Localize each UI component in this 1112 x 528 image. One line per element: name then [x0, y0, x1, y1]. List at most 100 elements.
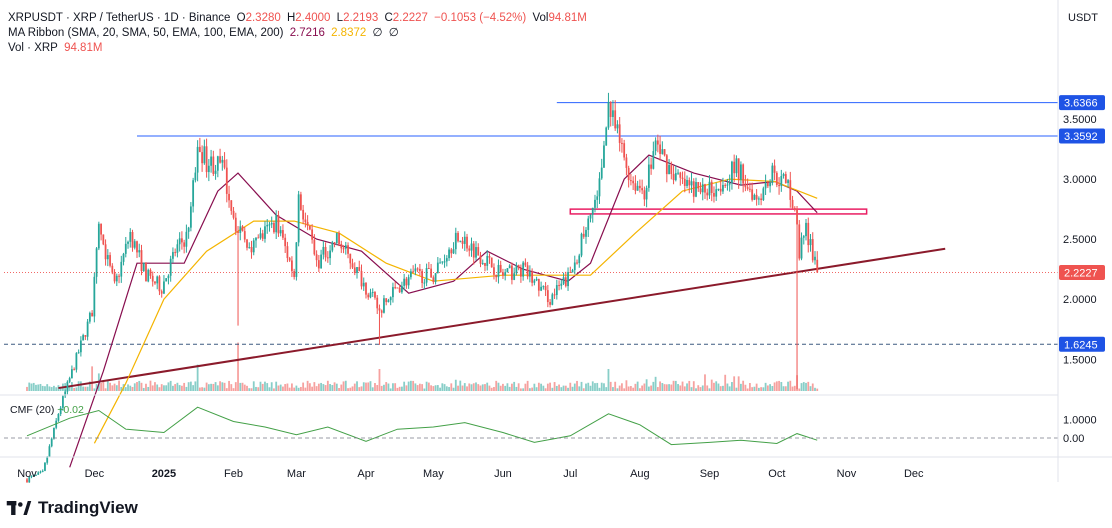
candle-body[interactable] [798, 224, 801, 259]
candle-body[interactable] [731, 161, 733, 184]
candle-body[interactable] [762, 188, 765, 201]
candle-body[interactable] [486, 256, 489, 266]
candle-body[interactable] [726, 184, 729, 186]
candle-body[interactable] [385, 298, 388, 303]
candle-body[interactable] [145, 262, 147, 282]
candle-body[interactable] [436, 262, 439, 274]
candle-body[interactable] [225, 167, 228, 194]
candle-body[interactable] [365, 282, 367, 295]
candle-body[interactable] [214, 170, 217, 174]
candle-body[interactable] [266, 224, 269, 227]
candle-body[interactable] [652, 151, 655, 169]
candle-body[interactable] [64, 391, 67, 397]
candle-body[interactable] [403, 278, 406, 286]
candle-body[interactable] [466, 236, 468, 249]
candle-body[interactable] [441, 261, 444, 263]
candle-body[interactable] [409, 271, 412, 278]
candle-body[interactable] [93, 276, 96, 317]
candle-body[interactable] [297, 194, 300, 243]
candle-body[interactable] [405, 278, 408, 286]
candle-body[interactable] [288, 258, 291, 261]
candle-body[interactable] [706, 192, 709, 196]
candle-body[interactable] [690, 181, 693, 186]
candle-body[interactable] [353, 267, 356, 274]
candle-body[interactable] [470, 243, 473, 251]
candle-body[interactable] [241, 226, 244, 232]
volume-legend[interactable]: Vol · XRP 94.81M [8, 41, 105, 55]
candle-body[interactable] [118, 275, 120, 277]
candle-body[interactable] [472, 243, 475, 258]
candle-body[interactable] [192, 180, 195, 207]
candle-body[interactable] [427, 268, 430, 270]
candle-body[interactable] [555, 285, 558, 295]
candle-body[interactable] [187, 227, 190, 232]
candle-body[interactable] [578, 255, 581, 264]
candle-body[interactable] [347, 245, 349, 254]
candle-body[interactable] [219, 156, 221, 163]
tradingview-brand[interactable]: TradingView [6, 498, 138, 518]
candle-body[interactable] [183, 242, 186, 247]
candle-body[interactable] [454, 232, 457, 250]
candle-body[interactable] [616, 124, 619, 129]
candle-body[interactable] [587, 218, 590, 230]
candle-body[interactable] [618, 124, 621, 143]
candle-body[interactable] [800, 237, 803, 259]
candle-body[interactable] [136, 241, 138, 253]
candle-body[interactable] [748, 188, 751, 190]
candle-body[interactable] [374, 292, 376, 298]
ascending-trendline[interactable] [58, 247, 946, 390]
candle-body[interactable] [308, 225, 311, 230]
candle-body[interactable] [317, 260, 320, 269]
candle-body[interactable] [77, 352, 80, 354]
candle-body[interactable] [176, 244, 179, 253]
candle-body[interactable] [461, 240, 464, 244]
candle-body[interactable] [439, 262, 441, 264]
candle-body[interactable] [181, 238, 183, 243]
candle-body[interactable] [97, 223, 100, 249]
candle-body[interactable] [668, 164, 670, 175]
candle-body[interactable] [490, 257, 493, 268]
candle-body[interactable] [814, 256, 816, 261]
candle-body[interactable] [44, 462, 46, 471]
candle-body[interactable] [793, 207, 796, 210]
candle-body[interactable] [198, 146, 201, 153]
candle-body[interactable] [246, 239, 248, 248]
candle-body[interactable] [380, 310, 383, 313]
candle-body[interactable] [623, 143, 626, 158]
candle-body[interactable] [389, 297, 392, 301]
candle-body[interactable] [326, 257, 329, 259]
candle-body[interactable] [259, 233, 262, 238]
candle-body[interactable] [650, 164, 653, 169]
candle-body[interactable] [48, 446, 51, 457]
candle-body[interactable] [463, 236, 466, 244]
candle-body[interactable] [59, 407, 62, 415]
candle-body[interactable] [369, 292, 372, 298]
candle-body[interactable] [255, 237, 257, 241]
candle-body[interactable] [88, 312, 91, 322]
candle-body[interactable] [484, 263, 486, 266]
candle-body[interactable] [376, 297, 379, 309]
candle-body[interactable] [356, 267, 358, 274]
candle-body[interactable] [737, 158, 740, 180]
candle-body[interactable] [30, 476, 33, 478]
candle-body[interactable] [32, 474, 35, 477]
candle-body[interactable] [701, 184, 704, 193]
candle-body[interactable] [746, 187, 749, 189]
candle-body[interactable] [423, 282, 426, 284]
candle-body[interactable] [196, 146, 199, 173]
candle-body[interactable] [625, 157, 628, 168]
candle-body[interactable] [324, 246, 327, 258]
price-level-tag[interactable] [1059, 128, 1105, 144]
candle-body[interactable] [185, 231, 188, 247]
candle-body[interactable] [670, 164, 673, 175]
candle-body[interactable] [250, 247, 253, 253]
candle-body[interactable] [553, 294, 556, 296]
candle-body[interactable] [131, 232, 134, 248]
candle-body[interactable] [805, 222, 807, 237]
candle-body[interactable] [528, 271, 531, 277]
candle-body[interactable] [311, 229, 314, 240]
candle-body[interactable] [122, 253, 125, 262]
candle-body[interactable] [497, 264, 500, 278]
candle-body[interactable] [659, 144, 661, 154]
